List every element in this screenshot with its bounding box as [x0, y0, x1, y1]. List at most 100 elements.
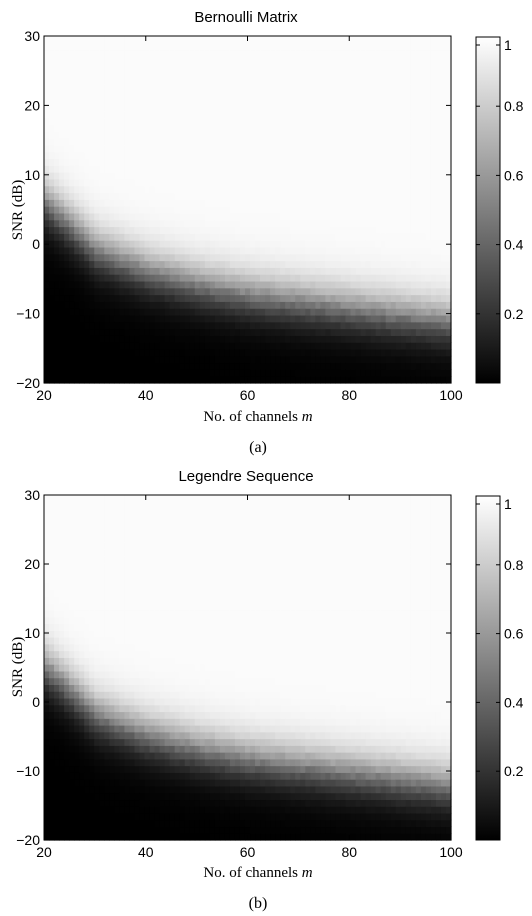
heatmap-cell	[119, 56, 125, 64]
heatmap-cell	[360, 70, 367, 78]
heatmap-cell	[405, 314, 412, 323]
heatmap-cell	[325, 138, 331, 146]
heatmap-cell	[345, 342, 352, 350]
heatmap-cell	[134, 165, 141, 173]
heatmap-cell	[154, 83, 161, 92]
heatmap-cell	[54, 562, 60, 571]
heatmap-cell	[59, 555, 65, 564]
heatmap-cell	[425, 362, 432, 370]
heatmap-cell	[49, 321, 55, 330]
heatmap-cell	[139, 138, 146, 146]
heatmap-cell	[405, 117, 412, 126]
heatmap-cell	[109, 376, 115, 384]
heatmap-cell	[89, 267, 95, 275]
heatmap-cell	[335, 308, 342, 316]
heatmap-cell	[214, 165, 221, 173]
heatmap-cell	[199, 274, 206, 282]
heatmap-cell	[415, 172, 422, 180]
heatmap-cell	[79, 376, 85, 384]
heatmap-cell	[295, 104, 301, 112]
heatmap-cell	[54, 226, 60, 234]
heatmap-cell	[89, 745, 95, 753]
heatmap-cell	[49, 637, 55, 645]
heatmap-cell	[375, 267, 382, 275]
heatmap-cell	[199, 42, 206, 51]
heatmap-cell	[114, 508, 120, 516]
heatmap-cell	[104, 725, 110, 733]
heatmap-cell	[390, 90, 397, 98]
heatmap-cell	[244, 267, 251, 275]
heatmap-cell	[89, 376, 95, 384]
heatmap-cell	[380, 42, 387, 51]
heatmap-cell	[114, 589, 120, 598]
heatmap-cell	[99, 549, 105, 557]
heatmap-cell	[280, 165, 286, 173]
heatmap-cell	[104, 246, 110, 255]
heatmap-cell	[410, 70, 417, 78]
heatmap-cell	[295, 321, 301, 330]
heatmap-cell	[109, 501, 115, 510]
heatmap-cell	[330, 314, 337, 323]
heatmap-cell	[255, 314, 261, 323]
heatmap-cell	[340, 280, 347, 289]
heatmap-cell	[234, 192, 241, 200]
heatmap-cell	[49, 117, 55, 126]
heatmap-cell	[64, 376, 70, 384]
heatmap-cell	[59, 833, 65, 841]
heatmap-cell	[234, 165, 241, 173]
heatmap-cell	[350, 144, 357, 153]
heatmap-cell	[275, 178, 281, 187]
heatmap-cell	[330, 185, 337, 194]
heatmap-cell	[199, 267, 206, 275]
heatmap-cell	[204, 165, 211, 173]
heatmap-cell	[290, 321, 296, 330]
heatmap-cell	[109, 738, 115, 746]
heatmap-cell	[360, 355, 367, 364]
heatmap-cell	[44, 582, 50, 591]
heatmap-cell	[234, 328, 241, 336]
heatmap-cell	[54, 589, 60, 598]
heatmap-cell	[134, 308, 141, 316]
heatmap-cell	[64, 90, 70, 98]
heatmap-cell	[114, 812, 120, 821]
heatmap-cell	[214, 36, 221, 44]
heatmap-cell	[370, 226, 377, 234]
heatmap-cell	[405, 76, 412, 85]
heatmap-cell	[154, 199, 161, 207]
heatmap-cell	[285, 355, 291, 364]
heatmap-cell	[104, 260, 110, 268]
heatmap-cell	[380, 274, 387, 282]
heatmap-cell	[430, 287, 437, 296]
heatmap-cell	[219, 36, 226, 44]
heatmap-cell	[415, 260, 422, 268]
heatmap-cell	[119, 260, 125, 268]
heatmap-cell	[325, 308, 331, 316]
heatmap-cell	[49, 528, 55, 537]
heatmap-cell	[365, 294, 372, 302]
heatmap-cell	[300, 110, 306, 119]
heatmap-cell	[64, 117, 70, 126]
heatmap-cell	[325, 369, 331, 377]
heatmap-cell	[315, 83, 321, 92]
heatmap-cell	[49, 294, 55, 302]
heatmap-cell	[415, 212, 422, 221]
heatmap-cell	[270, 233, 276, 241]
heatmap-cell	[114, 172, 120, 180]
heatmap-cell	[104, 56, 110, 64]
heatmap-cell	[174, 63, 181, 71]
heatmap-cell	[345, 110, 352, 119]
heatmap-cell	[340, 294, 347, 302]
heatmap-cell	[275, 342, 281, 350]
heatmap-cell	[49, 596, 55, 604]
heatmap-cell	[365, 185, 372, 194]
heatmap-cell	[290, 206, 296, 214]
heatmap-cell	[315, 138, 321, 146]
heatmap-cell	[435, 185, 442, 194]
heatmap-cell	[99, 501, 105, 510]
heatmap-cell	[239, 294, 246, 302]
heatmap-cell	[114, 138, 120, 146]
heatmap-cell	[234, 212, 241, 221]
heatmap-cell	[159, 76, 166, 85]
heatmap-cell	[385, 76, 392, 85]
heatmap-cell	[189, 76, 196, 85]
